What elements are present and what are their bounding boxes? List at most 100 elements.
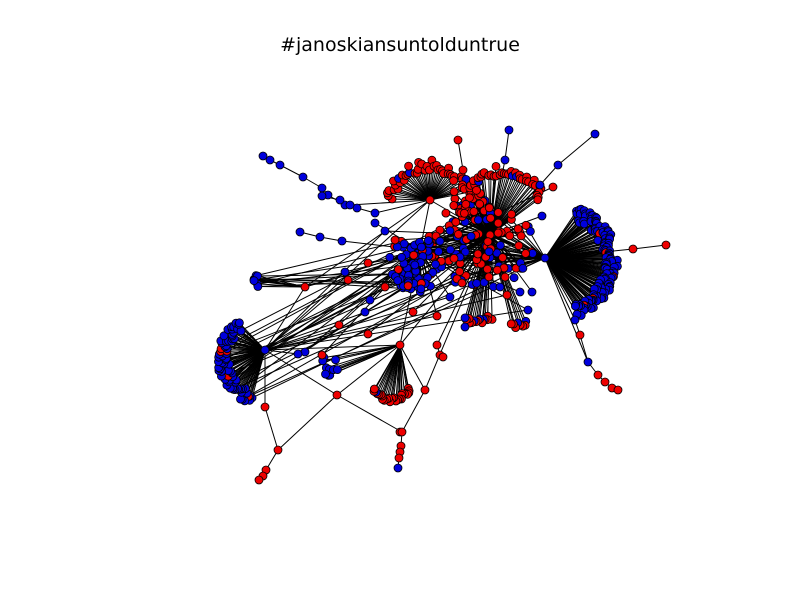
graph-node-blue <box>570 315 580 325</box>
graph-node-blue <box>370 208 380 218</box>
graph-node-red <box>461 199 471 209</box>
graph-node-blue <box>393 463 403 473</box>
graph-node-red <box>369 384 379 394</box>
graph-node-red <box>404 161 414 171</box>
graph-node-blue <box>460 247 470 257</box>
graph-node-blue <box>540 253 550 263</box>
graph-node-blue <box>523 305 533 315</box>
graph-node-blue <box>365 295 375 305</box>
graph-node-blue <box>265 155 275 165</box>
graph-edge <box>473 211 491 236</box>
graph-node-red <box>451 217 461 227</box>
graph-edge <box>264 230 386 351</box>
graph-edge <box>337 344 401 371</box>
graph-edge <box>253 280 306 288</box>
graph-edge <box>264 349 299 355</box>
edges-layer <box>218 129 667 481</box>
graph-edge <box>304 234 491 288</box>
graph-node-red <box>403 281 413 291</box>
graph-edge <box>257 273 413 277</box>
graph-node-blue <box>445 292 455 302</box>
graph-node-red <box>516 231 526 241</box>
graph-node-blue <box>416 242 426 252</box>
graph-edge <box>401 389 426 433</box>
graph-edge <box>277 394 338 451</box>
graph-node-red <box>449 253 459 263</box>
graph-node-red <box>486 213 495 223</box>
graph-node-blue <box>553 160 563 170</box>
graph-node-red <box>498 253 508 263</box>
graph-node-red <box>493 228 503 238</box>
graph-node-red <box>575 330 585 340</box>
graph-edge <box>544 257 589 363</box>
graph-node-red <box>441 208 451 218</box>
graph-edge <box>504 129 510 161</box>
graph-node-blue <box>260 345 270 355</box>
graph-node-blue <box>275 160 285 170</box>
graph-node-blue <box>219 331 229 341</box>
graph-node-blue <box>258 151 268 161</box>
graph-node-blue <box>321 369 330 379</box>
graph-node-blue <box>583 357 593 367</box>
graph-edge <box>264 296 451 351</box>
graph-node-blue <box>317 191 327 201</box>
graph-node-blue <box>345 200 355 210</box>
graph-node-red <box>432 311 442 321</box>
graph-node-blue <box>380 226 390 236</box>
graph-node-red <box>514 241 524 251</box>
graph-node-red <box>661 240 671 250</box>
graph-node-red <box>457 278 467 288</box>
graph-node-red <box>465 193 474 203</box>
graph-node-red <box>492 265 502 275</box>
graph-edge <box>544 248 634 259</box>
graph-edge <box>221 252 533 364</box>
graph-edge <box>264 315 438 351</box>
graph-node-blue <box>435 236 445 246</box>
graph-edge <box>374 199 431 214</box>
graph-node-red <box>438 352 448 362</box>
graph-node-blue <box>495 282 505 292</box>
graph-node-red <box>334 320 344 330</box>
graph-edge <box>264 344 401 351</box>
graph-node-blue <box>337 236 347 246</box>
graph-edge <box>264 406 279 451</box>
graph-node-blue <box>518 263 528 273</box>
graph-node-red <box>449 176 459 186</box>
graph-node-red <box>273 445 283 455</box>
graph-node-red <box>459 208 469 218</box>
graph-node-red <box>332 390 342 400</box>
graph-edge <box>373 344 401 390</box>
graph-node-red <box>317 350 327 360</box>
graph-node-red <box>548 182 558 192</box>
graph-edge <box>241 263 482 400</box>
graph-node-blue <box>298 172 308 182</box>
graph-edge <box>632 244 667 250</box>
graph-node-blue <box>317 183 327 193</box>
graph-node-red <box>473 249 483 259</box>
graph-node-blue <box>340 267 350 277</box>
graph-node-red <box>363 329 373 339</box>
graph-node-red <box>363 258 373 268</box>
graph-node-blue <box>504 125 514 135</box>
graph-node-red <box>390 235 400 245</box>
graph-node-red <box>506 319 516 329</box>
graph-edge <box>264 279 349 351</box>
graph-edge <box>336 344 401 396</box>
graph-node-blue <box>509 273 519 283</box>
graph-edge <box>304 199 431 288</box>
graph-node-blue <box>515 287 525 297</box>
graph-node-red <box>409 250 419 260</box>
graph-node-red <box>484 203 494 213</box>
graph-edge <box>335 344 401 361</box>
graph-node-red <box>408 307 418 317</box>
graph-node-blue <box>360 307 370 317</box>
graph-node-blue <box>472 278 482 288</box>
graph-node-blue <box>431 259 440 269</box>
graph-node-red <box>458 165 468 175</box>
graph-node-red <box>453 135 463 145</box>
graph-node-red <box>500 272 510 282</box>
graph-node-red <box>449 201 459 210</box>
graph-node-red <box>455 267 465 277</box>
